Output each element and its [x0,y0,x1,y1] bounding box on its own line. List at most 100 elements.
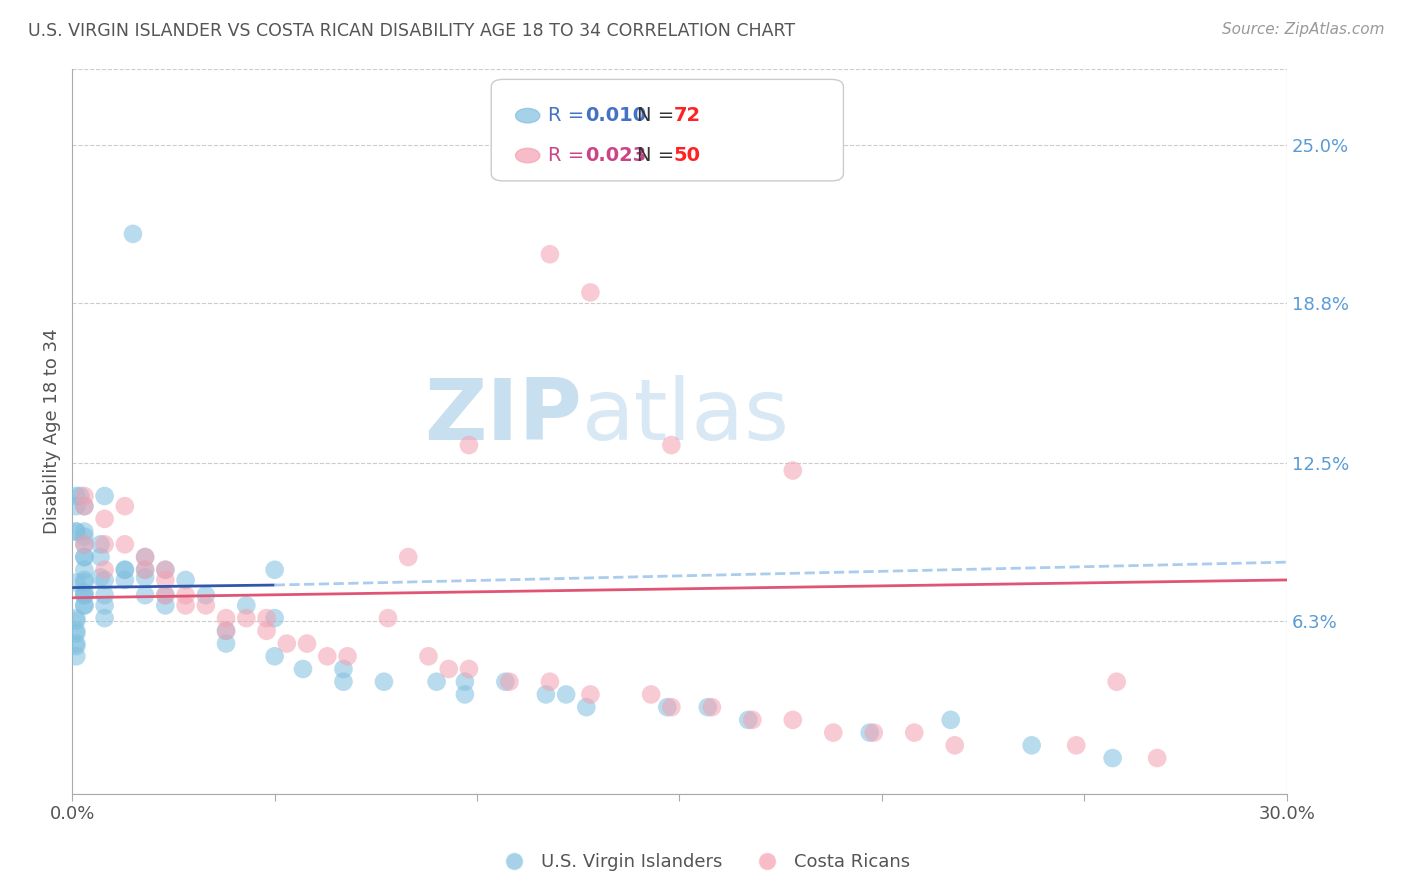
Point [93,588,115,602]
Point [65,575,87,590]
Point [377,611,399,625]
Circle shape [516,148,540,163]
Point [1101,751,1123,765]
Y-axis label: Disability Age 18 to 34: Disability Age 18 to 34 [44,328,60,534]
Point [332,662,354,676]
Point [73,573,96,587]
Point [194,599,217,613]
Point [700,700,723,714]
Point [73,549,96,564]
Point [555,688,578,702]
Text: 50: 50 [673,146,700,165]
Point [1146,751,1168,765]
Point [215,624,238,638]
Text: Source: ZipAtlas.com: Source: ZipAtlas.com [1222,22,1385,37]
Text: 0.010: 0.010 [585,106,645,125]
Point [276,636,298,650]
Point [155,588,177,602]
Point [73,585,96,599]
Point [336,649,359,664]
Point [418,649,440,664]
Point [65,524,87,539]
Point [426,674,449,689]
Point [134,549,156,564]
Point [291,662,314,676]
Point [73,489,96,503]
Point [316,649,339,664]
Point [73,575,96,590]
Point [134,588,156,602]
Point [73,563,96,577]
Point [579,285,602,300]
Point [155,599,177,613]
Point [939,713,962,727]
Point [73,537,96,551]
Point [69,489,91,503]
Point [90,549,112,564]
Point [862,725,884,739]
Point [1064,739,1087,753]
Point [134,549,156,564]
Legend: U.S. Virgin Islanders, Costa Ricans: U.S. Virgin Islanders, Costa Ricans [488,847,918,879]
Point [1105,674,1128,689]
Point [859,725,882,739]
Point [73,537,96,551]
Point [155,573,177,587]
Point [93,489,115,503]
Point [134,563,156,577]
Point [373,674,395,689]
Point [155,588,177,602]
Point [782,713,804,727]
Point [93,599,115,613]
Point [332,674,354,689]
Point [263,649,285,664]
Point [65,611,87,625]
Point [657,700,679,714]
Point [458,662,481,676]
Point [903,725,925,739]
Point [396,549,419,564]
Text: 0.023: 0.023 [585,146,645,165]
Point [235,611,257,625]
Point [65,639,87,653]
Point [782,464,804,478]
Point [458,438,481,452]
FancyBboxPatch shape [491,79,844,181]
Point [174,588,197,602]
Point [114,499,136,513]
Point [215,624,238,638]
Point [73,588,96,602]
Text: 72: 72 [673,106,700,125]
Point [73,524,96,539]
Text: ZIP: ZIP [425,376,582,458]
Point [93,611,115,625]
Point [538,674,561,689]
Text: U.S. VIRGIN ISLANDER VS COSTA RICAN DISABILITY AGE 18 TO 34 CORRELATION CHART: U.S. VIRGIN ISLANDER VS COSTA RICAN DISA… [28,22,796,40]
Point [65,499,87,513]
Point [114,563,136,577]
Point [65,636,87,650]
Text: N =: N = [637,146,681,165]
Point [215,636,238,650]
Text: R =: R = [548,146,591,165]
Point [65,626,87,640]
Point [73,549,96,564]
Point [1021,739,1043,753]
Point [661,700,683,714]
Point [823,725,845,739]
Point [65,649,87,664]
Point [174,573,197,587]
Point [498,674,520,689]
Point [73,599,96,613]
Point [437,662,460,676]
Point [73,499,96,513]
Point [134,563,156,577]
Point [741,713,763,727]
Point [454,688,477,702]
Point [93,563,115,577]
Point [73,599,96,613]
Point [114,563,136,577]
Point [575,700,598,714]
Point [538,247,561,261]
Point [235,599,257,613]
